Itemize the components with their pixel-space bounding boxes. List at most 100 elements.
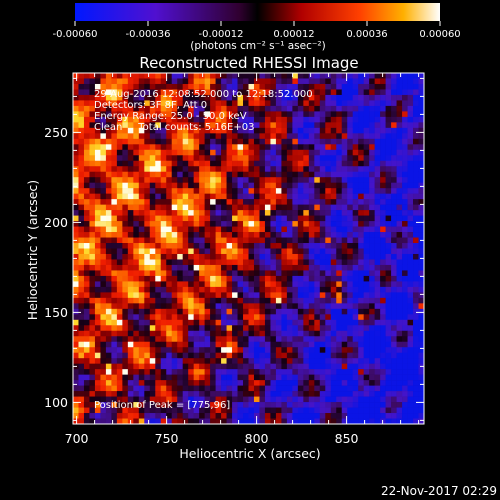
heatmap-cell <box>418 374 424 381</box>
heatmap-cell <box>199 177 205 183</box>
heatmap-cell <box>297 418 304 424</box>
heatmap-cell <box>122 336 129 343</box>
heatmap-cell <box>281 237 288 244</box>
heatmap-cell <box>204 303 211 310</box>
heatmap-cell <box>210 396 216 403</box>
heatmap-cell <box>193 314 200 321</box>
heatmap-cell <box>352 281 359 288</box>
heatmap-cell <box>78 413 85 419</box>
heatmap-cell <box>303 286 310 293</box>
heatmap-cell <box>391 221 397 227</box>
heatmap-cell <box>199 264 205 271</box>
heatmap-cell <box>303 363 310 370</box>
heatmap-cell <box>215 199 222 205</box>
heatmap-cell <box>319 308 326 315</box>
heatmap-cell <box>391 308 397 315</box>
heatmap-cell <box>402 336 408 343</box>
heatmap-cell <box>358 352 364 359</box>
heatmap-cell <box>221 297 227 304</box>
heatmap-cell <box>396 199 403 205</box>
heatmap-cell <box>396 418 403 424</box>
heatmap-cell <box>105 188 112 194</box>
heatmap-cell <box>303 413 310 419</box>
heatmap-cell <box>226 111 233 118</box>
heatmap-cell <box>122 330 129 337</box>
heatmap-cell <box>215 391 222 397</box>
heatmap-cell <box>188 385 194 392</box>
heatmap-cell <box>171 418 178 424</box>
heatmap-cell <box>308 199 315 205</box>
heatmap-cell <box>221 138 227 145</box>
heatmap-cell <box>358 199 364 205</box>
heatmap-cell <box>182 281 189 288</box>
heatmap-cell <box>308 319 315 326</box>
heatmap-cell <box>83 308 90 315</box>
heatmap-cell <box>171 122 178 129</box>
heatmap-cell <box>83 363 90 370</box>
heatmap-cell <box>122 314 129 321</box>
heatmap-cell <box>199 314 205 321</box>
heatmap-cell <box>380 253 386 260</box>
heatmap-cell <box>155 325 162 332</box>
heatmap-cell <box>177 171 183 178</box>
heatmap-cell <box>325 127 332 134</box>
heatmap-cell <box>155 83 162 90</box>
heatmap-cell <box>138 215 145 222</box>
heatmap-cell <box>413 286 419 293</box>
heatmap-cell <box>286 286 293 293</box>
heatmap-cell <box>138 221 145 227</box>
heatmap-cell <box>264 193 271 200</box>
heatmap-cell <box>155 105 162 112</box>
heatmap-cell <box>199 308 205 315</box>
heatmap-cell <box>116 330 123 337</box>
heatmap-cell <box>166 407 173 414</box>
heatmap-cell <box>352 111 359 118</box>
heatmap-cell <box>89 105 96 112</box>
heatmap-cell <box>149 188 156 194</box>
heatmap-cell <box>369 221 375 227</box>
heatmap-cell <box>391 402 397 408</box>
heatmap-cell <box>144 171 151 178</box>
heatmap-cell <box>396 232 403 238</box>
heatmap-cell <box>281 259 288 266</box>
heatmap-cell <box>363 369 370 375</box>
heatmap-cell <box>188 330 194 337</box>
heatmap-cell <box>111 193 118 200</box>
heatmap-cell <box>248 193 255 200</box>
heatmap-cell <box>253 155 260 162</box>
heatmap-cell <box>308 83 315 90</box>
heatmap-cell <box>188 94 194 101</box>
heatmap-cell <box>264 363 271 370</box>
heatmap-cell <box>94 352 101 359</box>
heatmap-cell <box>188 391 194 397</box>
heatmap-cell <box>336 138 343 145</box>
heatmap-cell <box>363 215 370 222</box>
colorbar-tick-label: 0.00012 <box>273 29 314 40</box>
heatmap-cell <box>210 391 216 397</box>
heatmap-cell <box>177 325 183 332</box>
heatmap-cell <box>105 78 112 85</box>
heatmap-cell <box>407 281 414 288</box>
heatmap-cell <box>78 182 85 189</box>
heatmap-cell <box>402 264 408 271</box>
heatmap-cell <box>122 248 129 255</box>
heatmap-cell <box>160 149 167 156</box>
heatmap-cell <box>210 149 216 156</box>
heatmap-cell <box>330 166 337 173</box>
heatmap-cell <box>297 204 304 211</box>
heatmap-cell <box>385 303 392 310</box>
heatmap-cell <box>177 369 183 375</box>
heatmap-cell <box>193 155 200 162</box>
heatmap-cell <box>413 199 419 205</box>
heatmap-cell <box>221 363 227 370</box>
heatmap-cell <box>391 347 397 353</box>
heatmap-cell <box>78 264 85 271</box>
heatmap-cell <box>369 171 375 178</box>
heatmap-cell <box>149 407 156 414</box>
heatmap-cell <box>259 122 266 129</box>
heatmap-cell <box>133 286 140 293</box>
heatmap-cell <box>188 122 194 129</box>
heatmap-cell <box>330 253 337 260</box>
heatmap-cell <box>89 226 96 233</box>
heatmap-cell <box>292 325 299 332</box>
